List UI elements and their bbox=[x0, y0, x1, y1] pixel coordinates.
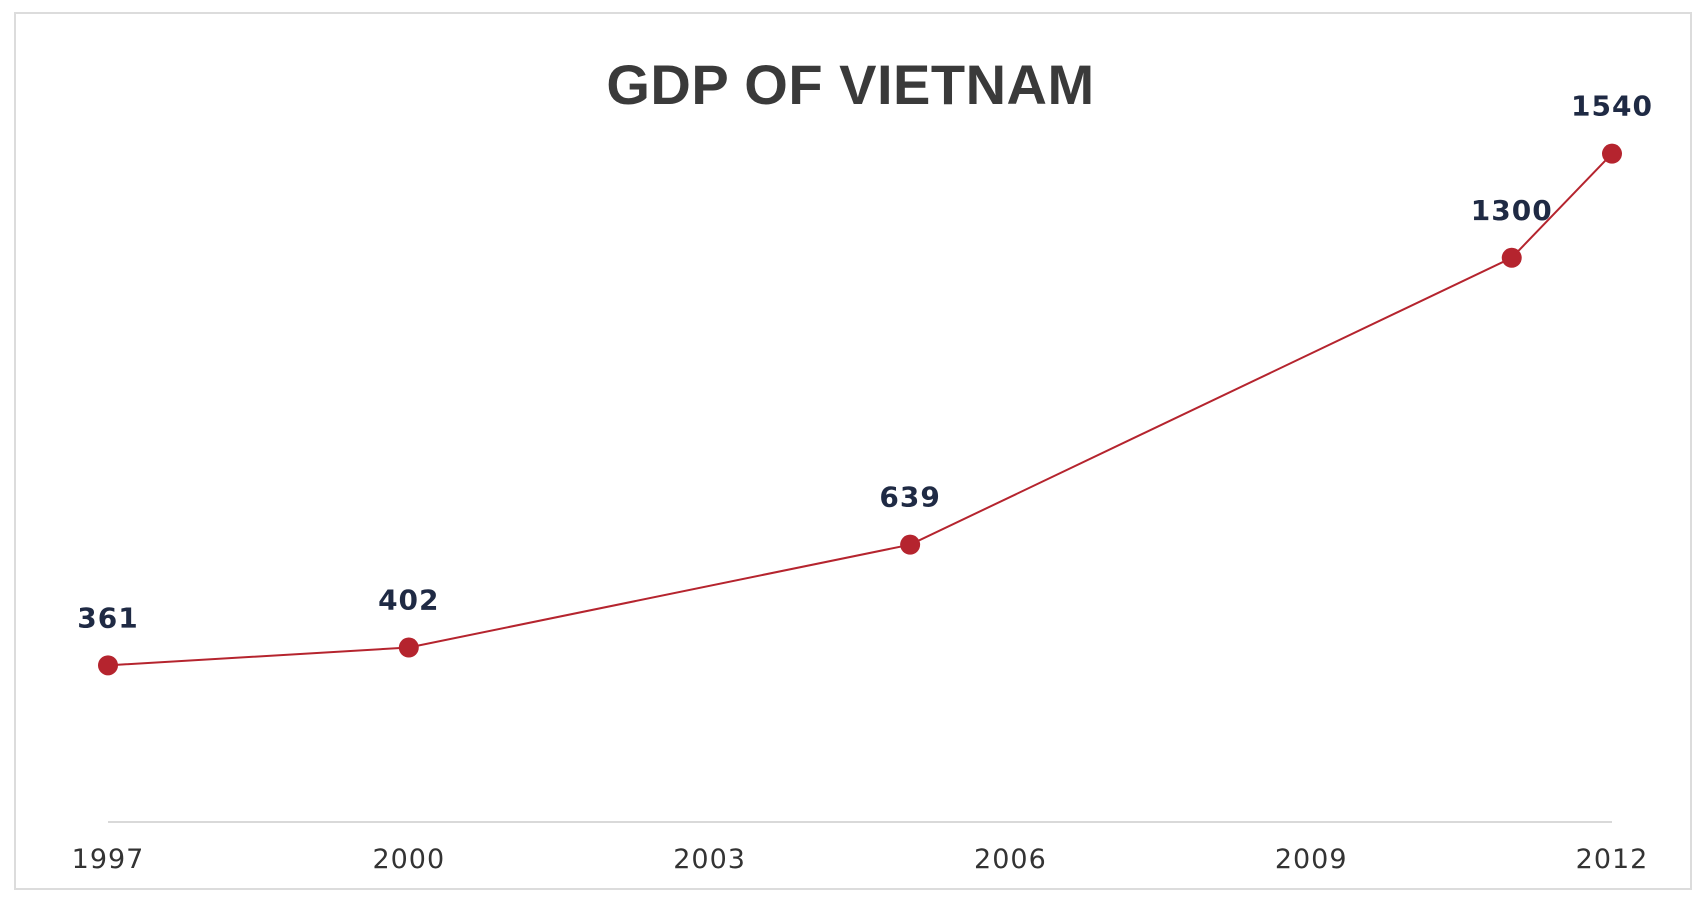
x-tick-labels: 1997 2000 2003 2006 2009 2012 bbox=[72, 844, 1649, 875]
data-label: 402 bbox=[378, 584, 439, 617]
x-tick-label: 2003 bbox=[673, 844, 746, 875]
data-point bbox=[1602, 143, 1622, 164]
data-labels: 361 402 639 1300 1540 bbox=[77, 90, 1653, 635]
data-point bbox=[398, 637, 419, 658]
data-points bbox=[98, 143, 1622, 676]
data-point bbox=[900, 534, 921, 555]
x-tick-label: 2012 bbox=[1576, 844, 1649, 875]
data-label: 639 bbox=[879, 481, 940, 514]
data-point bbox=[1501, 247, 1522, 268]
chart-frame bbox=[14, 12, 1692, 890]
x-tick-label: 2009 bbox=[1275, 844, 1348, 875]
data-label: 361 bbox=[77, 601, 138, 634]
x-tick-label: 2006 bbox=[974, 844, 1047, 875]
x-tick-label: 2000 bbox=[372, 844, 445, 875]
data-label: 1300 bbox=[1471, 194, 1553, 227]
data-label: 1540 bbox=[1571, 90, 1653, 123]
x-tick-label: 1997 bbox=[72, 844, 145, 875]
data-point bbox=[98, 655, 118, 676]
chart-title: GDP OF VIETNAM bbox=[606, 53, 1095, 116]
gdp-series-line bbox=[107, 152, 1613, 667]
